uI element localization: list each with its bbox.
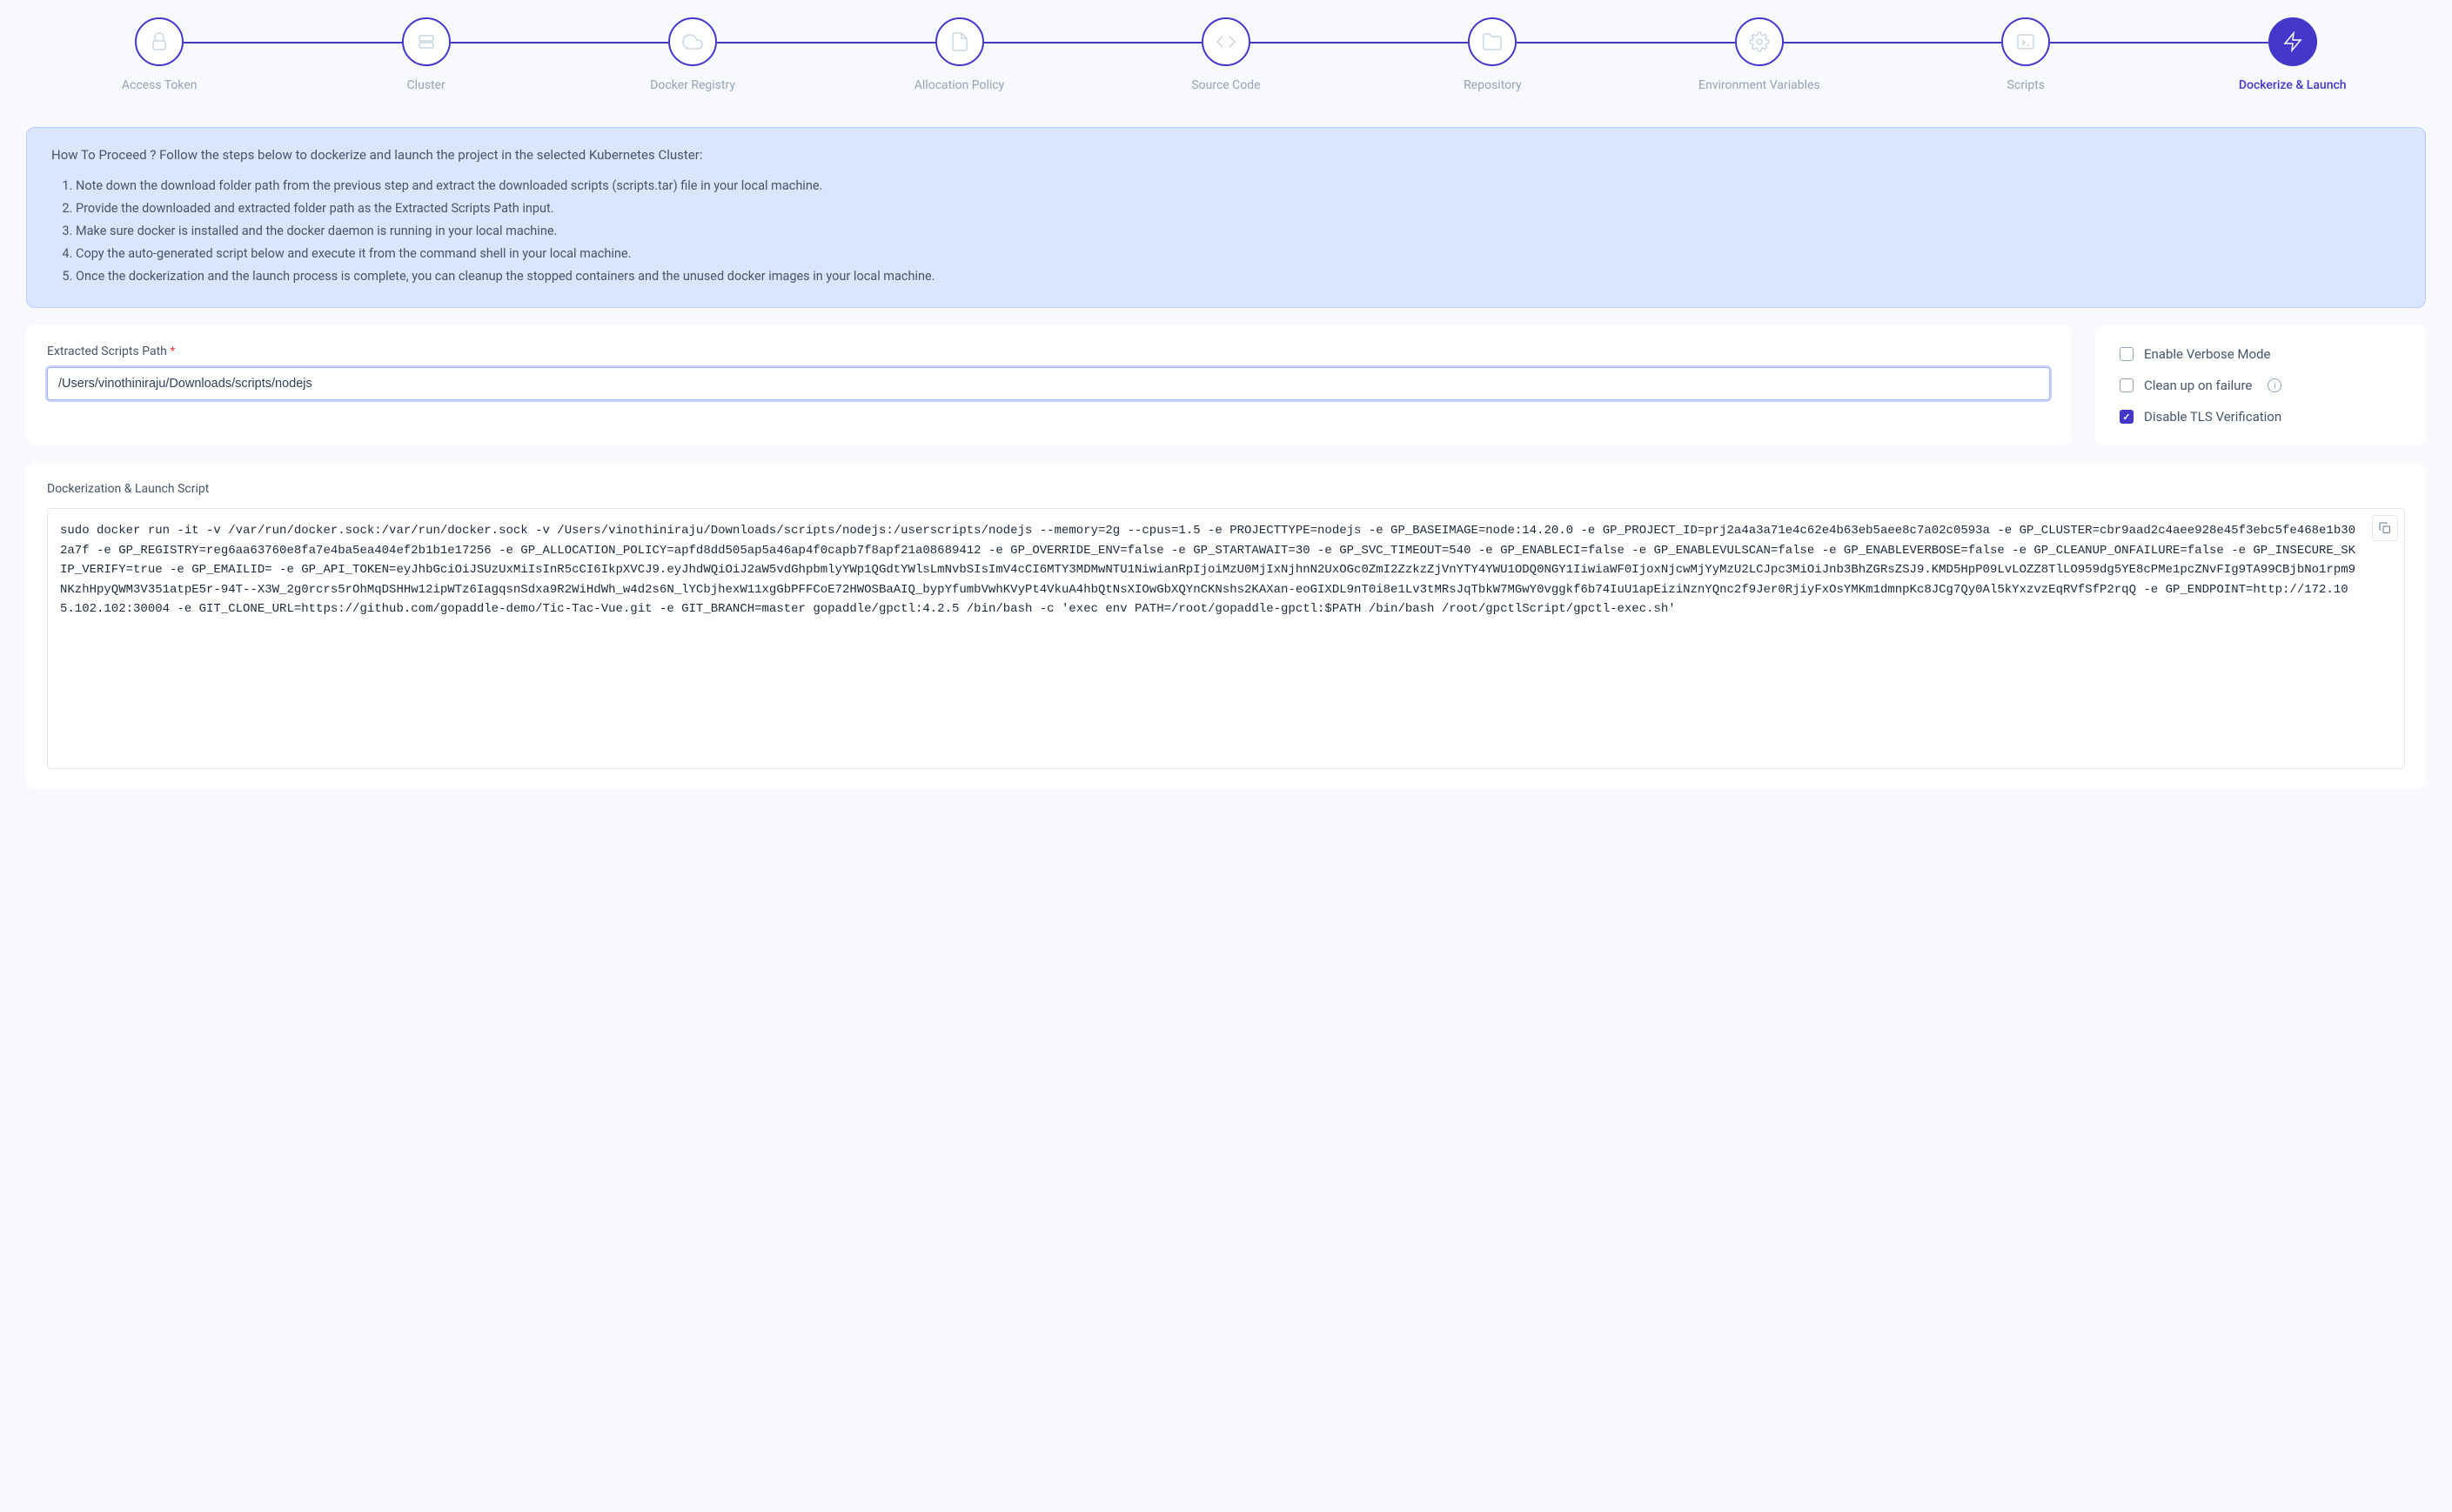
required-mark: * — [170, 345, 175, 358]
terminal-icon — [2001, 17, 2050, 66]
info-item-3: Make sure docker is installed and the do… — [76, 220, 2401, 243]
copy-icon — [2378, 521, 2392, 535]
how-to-proceed-panel: How To Proceed ? Follow the steps below … — [26, 127, 2426, 308]
option-disable-tls-verification: Disable TLS Verification — [2120, 409, 2402, 425]
step-access-token[interactable]: Access Token — [26, 17, 292, 92]
code-icon — [1202, 17, 1250, 66]
step-label: Access Token — [122, 78, 198, 92]
info-item-2: Provide the downloaded and extracted fol… — [76, 197, 2401, 220]
script-content: sudo docker run -it -v /var/run/docker.s… — [47, 508, 2405, 769]
scripts-path-input[interactable] — [47, 367, 2050, 400]
scripts-path-card: Extracted Scripts Path * — [26, 325, 2071, 445]
step-cluster[interactable]: Cluster — [292, 17, 559, 92]
info-list: Note down the download folder path from … — [51, 175, 2401, 288]
checkbox-label[interactable]: Disable TLS Verification — [2144, 409, 2281, 425]
step-label: Repository — [1464, 78, 1521, 92]
info-item-5: Once the dockerization and the launch pr… — [76, 265, 2401, 288]
checkbox[interactable] — [2120, 378, 2134, 392]
script-title: Dockerization & Launch Script — [47, 482, 2405, 496]
server-icon — [402, 17, 451, 66]
step-label: Source Code — [1191, 78, 1260, 92]
gear-icon — [1735, 17, 1784, 66]
step-dockerize-launch[interactable]: Dockerize & Launch — [2160, 17, 2426, 92]
info-item-4: Copy the auto-generated script below and… — [76, 243, 2401, 265]
step-label: Allocation Policy — [914, 78, 1005, 92]
checkbox[interactable] — [2120, 410, 2134, 424]
step-docker-registry[interactable]: Docker Registry — [559, 17, 826, 92]
checkbox[interactable] — [2120, 347, 2134, 361]
form-row: Extracted Scripts Path * Enable Verbose … — [26, 325, 2426, 445]
script-container: sudo docker run -it -v /var/run/docker.s… — [47, 508, 2405, 769]
step-source-code[interactable]: Source Code — [1093, 17, 1359, 92]
step-label: Docker Registry — [650, 78, 735, 92]
document-icon — [935, 17, 984, 66]
checkbox-label[interactable]: Enable Verbose Mode — [2144, 346, 2270, 362]
option-clean-up-on-failure: Clean up on failure i — [2120, 378, 2402, 393]
bolt-icon — [2268, 17, 2317, 66]
step-environment-variables[interactable]: Environment Variables — [1626, 17, 1893, 92]
options-card: Enable Verbose Mode Clean up on failure i D… — [2095, 325, 2426, 445]
step-label: Dockerize & Launch — [2239, 78, 2347, 92]
script-panel: Dockerization & Launch Script sudo docke… — [26, 463, 2426, 788]
step-repository[interactable]: Repository — [1359, 17, 1625, 92]
checkbox-label[interactable]: Clean up on failure — [2144, 378, 2252, 393]
lock-icon — [135, 17, 184, 66]
folder-icon — [1468, 17, 1517, 66]
copy-script-button[interactable] — [2372, 515, 2398, 541]
info-title: How To Proceed ? Follow the steps below … — [51, 147, 2401, 163]
step-allocation-policy[interactable]: Allocation Policy — [826, 17, 1092, 92]
scripts-path-label: Extracted Scripts Path * — [47, 345, 2050, 358]
info-icon[interactable]: i — [2268, 378, 2281, 392]
step-label: Environment Variables — [1698, 78, 1820, 92]
step-label: Cluster — [407, 78, 446, 92]
cloud-icon — [668, 17, 717, 66]
step-scripts[interactable]: Scripts — [1893, 17, 2159, 92]
info-item-1: Note down the download folder path from … — [76, 175, 2401, 197]
step-label: Scripts — [2007, 78, 2045, 92]
wizard-stepper: Access Token Cluster Docker Registry Alloca… — [26, 17, 2426, 92]
option-enable-verbose-mode: Enable Verbose Mode — [2120, 346, 2402, 362]
